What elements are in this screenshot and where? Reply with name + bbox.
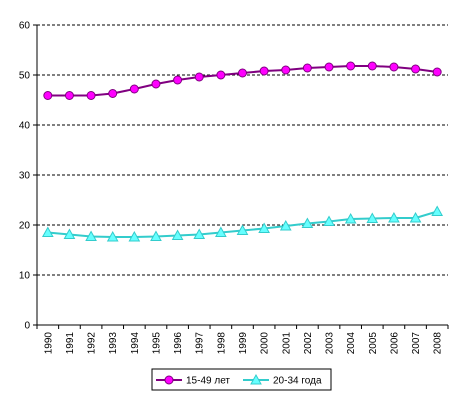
data-point — [43, 91, 53, 100]
data-point — [41, 226, 54, 237]
x-axis-ticks: 1990 1991 1992 1993 1994 1995 1996 1997 1998 1999… — [36, 325, 449, 355]
series-1 — [41, 205, 444, 242]
data-point — [63, 228, 76, 239]
x-tick-label: 2008 — [433, 332, 444, 355]
data-point — [193, 228, 206, 239]
x-tick-label: 1999 — [238, 332, 249, 355]
y-tick-label: 20 — [19, 221, 31, 232]
x-tick-label: 1998 — [216, 332, 227, 355]
legend: 15-49 лет 20-34 года — [151, 368, 332, 391]
data-point — [194, 72, 204, 82]
data-point — [173, 75, 183, 85]
x-tick-label: 1994 — [130, 332, 141, 355]
y-tick-label: 10 — [19, 271, 31, 282]
data-point — [64, 91, 74, 100]
data-point — [236, 224, 249, 235]
y-tick-label: 0 — [24, 321, 30, 332]
data-point — [258, 222, 270, 233]
x-tick-label: 1991 — [65, 332, 76, 355]
x-tick-label: 1996 — [173, 332, 184, 355]
data-point — [367, 61, 377, 71]
data-point — [281, 65, 291, 75]
data-point — [215, 226, 227, 237]
data-point — [324, 62, 334, 72]
x-tick-label: 2002 — [303, 332, 314, 355]
data-point — [301, 217, 314, 228]
data-point — [106, 230, 119, 242]
x-tick-label: 1992 — [87, 332, 98, 355]
data-point — [171, 229, 184, 240]
data-point — [388, 211, 400, 223]
x-tick-label: 1990 — [43, 332, 54, 355]
data-point — [259, 66, 269, 76]
data-point — [323, 215, 335, 226]
legend-label: 20-34 года — [273, 376, 322, 387]
x-tick-label: 2000 — [260, 332, 271, 355]
y-axis-ticks: 0 10 20 30 40 50 60 — [19, 21, 37, 332]
x-tick-label: 2001 — [281, 332, 292, 355]
legend-marker — [164, 375, 174, 385]
data-point — [216, 70, 226, 80]
x-tick-label: 2005 — [368, 332, 379, 355]
legend-marker — [250, 373, 262, 385]
legend-box — [151, 368, 332, 391]
data-point — [344, 212, 357, 224]
x-tick-label: 1997 — [195, 332, 206, 355]
data-point — [389, 62, 399, 72]
data-point — [129, 84, 139, 94]
y-tick-label: 30 — [19, 171, 31, 182]
y-tick-label: 60 — [19, 21, 31, 32]
data-point — [366, 212, 379, 223]
data-point — [85, 230, 97, 241]
series-0 — [43, 61, 442, 100]
data-point — [431, 205, 444, 216]
data-point — [432, 67, 442, 77]
x-tick-label: 1993 — [108, 332, 119, 355]
data-point — [411, 64, 421, 74]
x-tick-label: 1995 — [151, 332, 162, 355]
data-point — [346, 61, 356, 71]
data-point — [409, 211, 422, 223]
x-tick-label: 2006 — [389, 332, 400, 355]
data-point — [150, 230, 162, 241]
series-group — [41, 61, 444, 242]
data-point — [238, 68, 247, 78]
data-point — [108, 89, 118, 98]
x-tick-label: 2003 — [325, 332, 336, 355]
legend-label: 15-49 лет — [186, 376, 230, 387]
data-point — [86, 91, 96, 100]
y-tick-label: 50 — [19, 71, 31, 82]
data-point — [302, 63, 312, 73]
data-point — [128, 230, 141, 242]
x-tick-label: 2004 — [346, 332, 357, 355]
data-point — [151, 79, 161, 89]
data-point — [279, 219, 292, 231]
y-tick-label: 40 — [19, 121, 31, 132]
x-tick-label: 2007 — [411, 332, 422, 355]
